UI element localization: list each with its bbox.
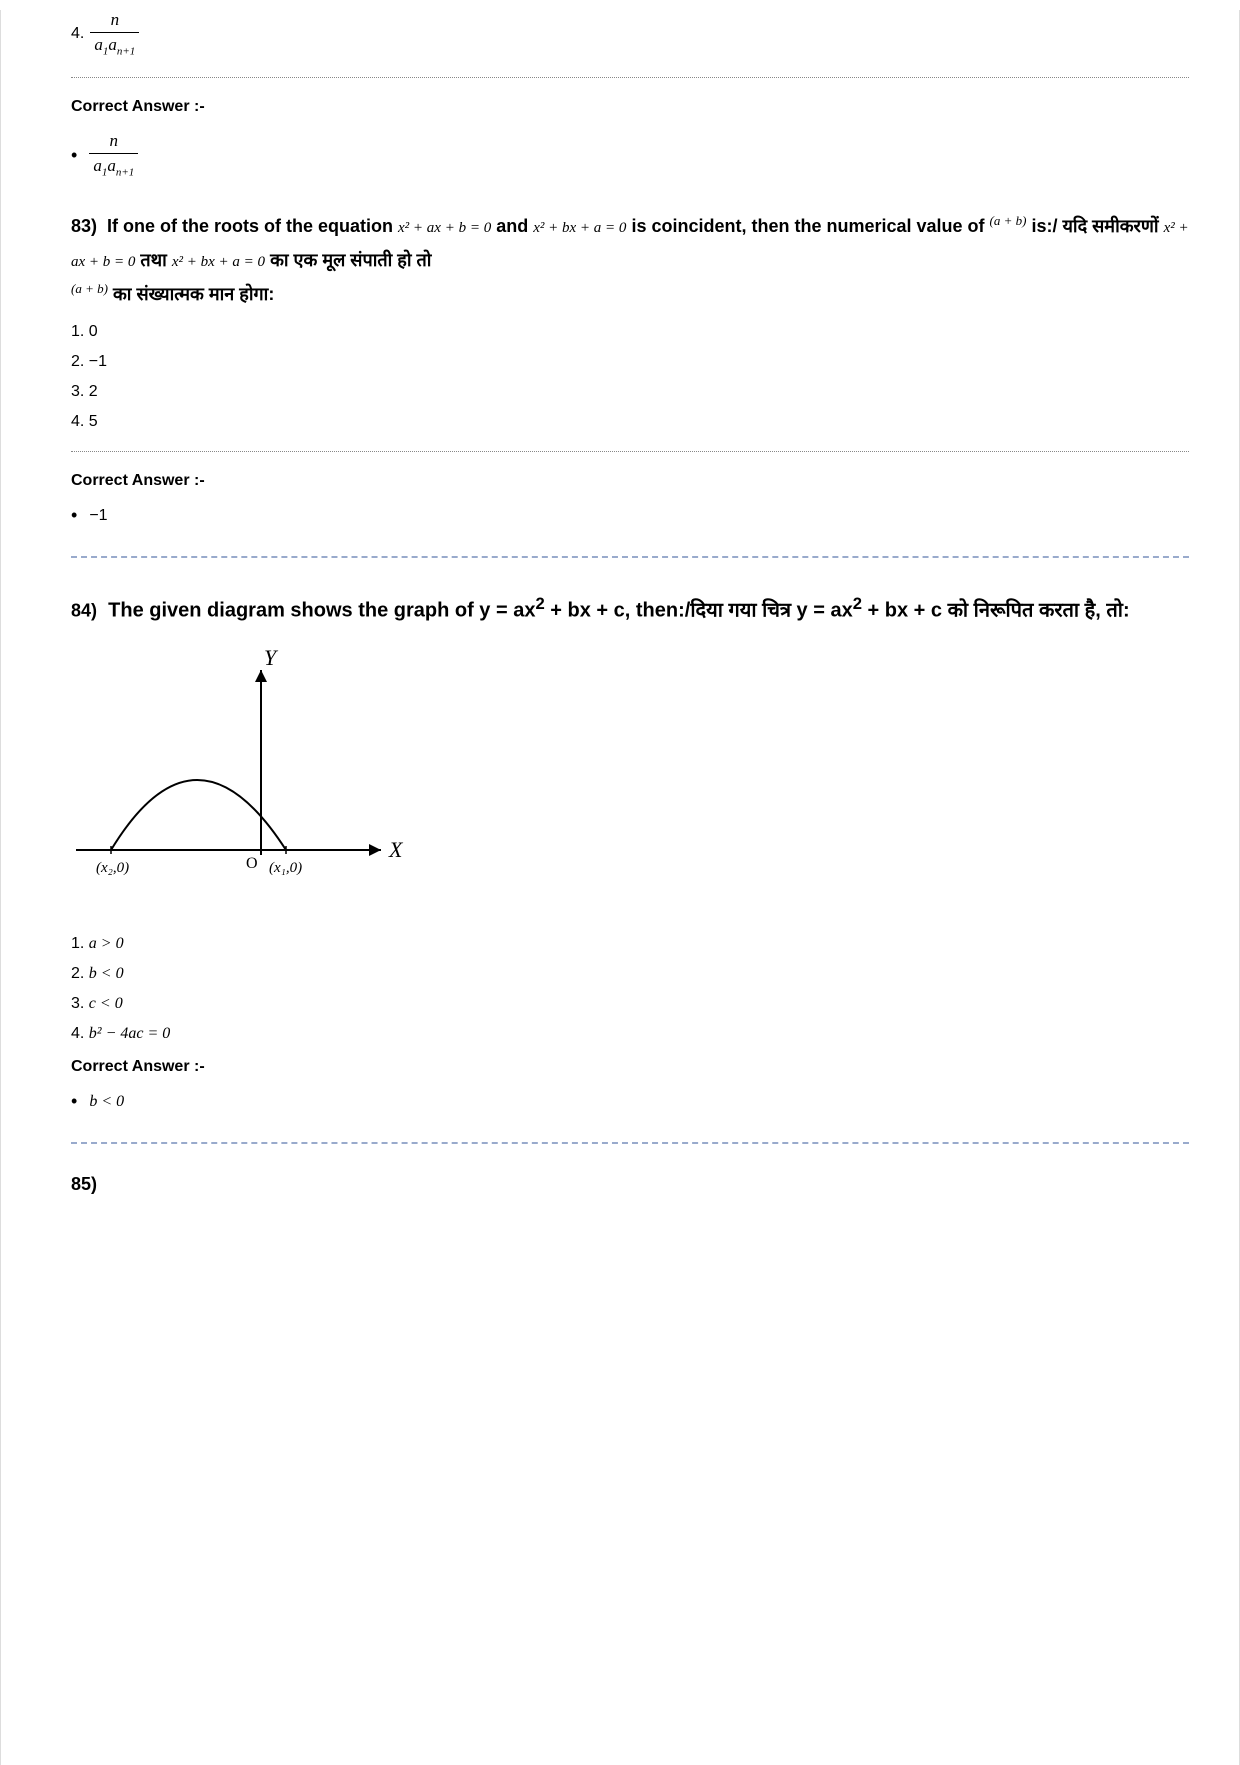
q83-hindi-3: का एक मूल संपाती हो तो (270, 250, 431, 270)
option-number: 4. (71, 25, 84, 43)
q84-text-3: + bx + c को निरूपित करता है, तो: (862, 600, 1130, 622)
q83-eq1: x² + ax + b = 0 (398, 220, 491, 236)
q82-option-4: 4. n a1an+1 (71, 10, 1189, 57)
fraction-expr: n a1an+1 (90, 10, 139, 57)
q84-option-4: 4. b² − 4ac = 0 (71, 1025, 1189, 1043)
option-label: 3. (71, 995, 84, 1012)
question-number: 83) (71, 216, 97, 236)
q83-correct-answer: −1 (71, 505, 1189, 526)
option-value: 5 (89, 413, 98, 430)
q83-option-2: 2. −1 (71, 353, 1189, 371)
question-number: 85) (71, 1174, 97, 1194)
frac-den-a1: a (94, 35, 103, 54)
q83-hindi-1: is:/ यदि समीकरणों (1031, 216, 1163, 236)
option-label: 1. (71, 323, 84, 340)
q84-sup-b: 2 (853, 594, 862, 613)
q83-option-1: 1. 0 (71, 323, 1189, 341)
x-axis-arrow (369, 844, 381, 856)
correct-answer-label: Correct Answer :- (71, 1058, 1189, 1076)
question-84: 84) The given diagram shows the graph of… (71, 588, 1189, 1043)
correct-answer-math: b < 0 (89, 1093, 124, 1111)
dashed-divider (71, 556, 1189, 558)
option-math: b² − 4ac = 0 (89, 1025, 171, 1042)
q83-option-4: 4. 5 (71, 413, 1189, 431)
divider (71, 77, 1189, 78)
correct-answer-value: −1 (89, 507, 107, 525)
option-label: 4. (71, 1025, 84, 1042)
correct-answer-label: Correct Answer :- (71, 98, 1189, 116)
option-label: 1. (71, 935, 84, 952)
question-number: 84) (71, 601, 97, 621)
q84-graph: Y X O (x₁,0) (x₂,0) (71, 650, 1189, 915)
option-math: b < 0 (89, 965, 124, 982)
frac-den-sub2: n+1 (117, 45, 135, 57)
divider (71, 451, 1189, 452)
option-label: 3. (71, 383, 84, 400)
option-value: 0 (89, 323, 98, 340)
frac-den-a2: a (108, 35, 117, 54)
q83-eq2-h: x² + bx + a = 0 (172, 254, 265, 270)
page-content: 4. n a1an+1 Correct Answer :- n a1an+1 8… (0, 10, 1240, 1765)
q84-option-1: 1. a > 0 (71, 935, 1189, 953)
x2-label: (x₂,0) (96, 860, 129, 876)
q83-options: 1. 0 2. −1 3. 2 4. 5 (71, 323, 1189, 431)
q83-option-3: 3. 2 (71, 383, 1189, 401)
frac-num: n (110, 131, 119, 150)
correct-answer-label: Correct Answer :- (71, 472, 1189, 490)
q84-text-1: The given diagram shows the graph of y =… (108, 600, 535, 622)
q83-eq2: x² + bx + a = 0 (533, 220, 626, 236)
q83-text-mid1: and (496, 216, 533, 236)
frac-den-a2: a (107, 156, 116, 175)
parabola-curve (111, 780, 286, 850)
q83-hindi-4: का संख्यात्मक मान होगा: (113, 284, 274, 304)
parabola-graph: Y X O (x₁,0) (x₂,0) (71, 650, 411, 910)
q84-text-2: + bx + c, then:/दिया गया चित्र y = ax (545, 600, 853, 622)
question-85: 85) (71, 1174, 1189, 1195)
frac-den-sub2: n+1 (116, 167, 134, 179)
q84-option-2: 2. b < 0 (71, 965, 1189, 983)
x1-label: (x₁,0) (269, 860, 302, 876)
x-label: X (388, 837, 404, 862)
y-label: Y (264, 650, 279, 670)
q82-correct-answer: n a1an+1 (71, 131, 1189, 178)
q83-hindi-2: तथा (140, 250, 171, 270)
fraction-expr: n a1an+1 (89, 131, 138, 178)
q83-text-after: is coincident, then the numerical value … (631, 216, 989, 236)
dashed-divider (71, 1142, 1189, 1144)
q84-sup: 2 (535, 594, 544, 613)
option-math: c < 0 (89, 995, 123, 1012)
q83-ab-h: (a + b) (71, 281, 108, 296)
question-text: 83) If one of the roots of the equation … (71, 209, 1189, 312)
question-83: 83) If one of the roots of the equation … (71, 209, 1189, 432)
q84-option-3: 3. c < 0 (71, 995, 1189, 1013)
option-value: 2 (89, 383, 98, 400)
question-text: 84) The given diagram shows the graph of… (71, 588, 1189, 630)
y-axis-arrow (255, 670, 267, 682)
option-label: 2. (71, 353, 84, 370)
option-label: 2. (71, 965, 84, 982)
q83-ab: (a + b) (990, 213, 1027, 228)
o-label: O (246, 855, 258, 872)
frac-num: n (111, 10, 120, 29)
q83-text-1: If one of the roots of the equation (107, 216, 398, 236)
q84-correct-answer: b < 0 (71, 1091, 1189, 1112)
option-label: 4. (71, 413, 84, 430)
option-value: −1 (89, 353, 107, 370)
option-math: a > 0 (89, 935, 124, 952)
frac-den-a1: a (93, 156, 102, 175)
q84-options: 1. a > 0 2. b < 0 3. c < 0 4. b² − 4ac =… (71, 935, 1189, 1043)
